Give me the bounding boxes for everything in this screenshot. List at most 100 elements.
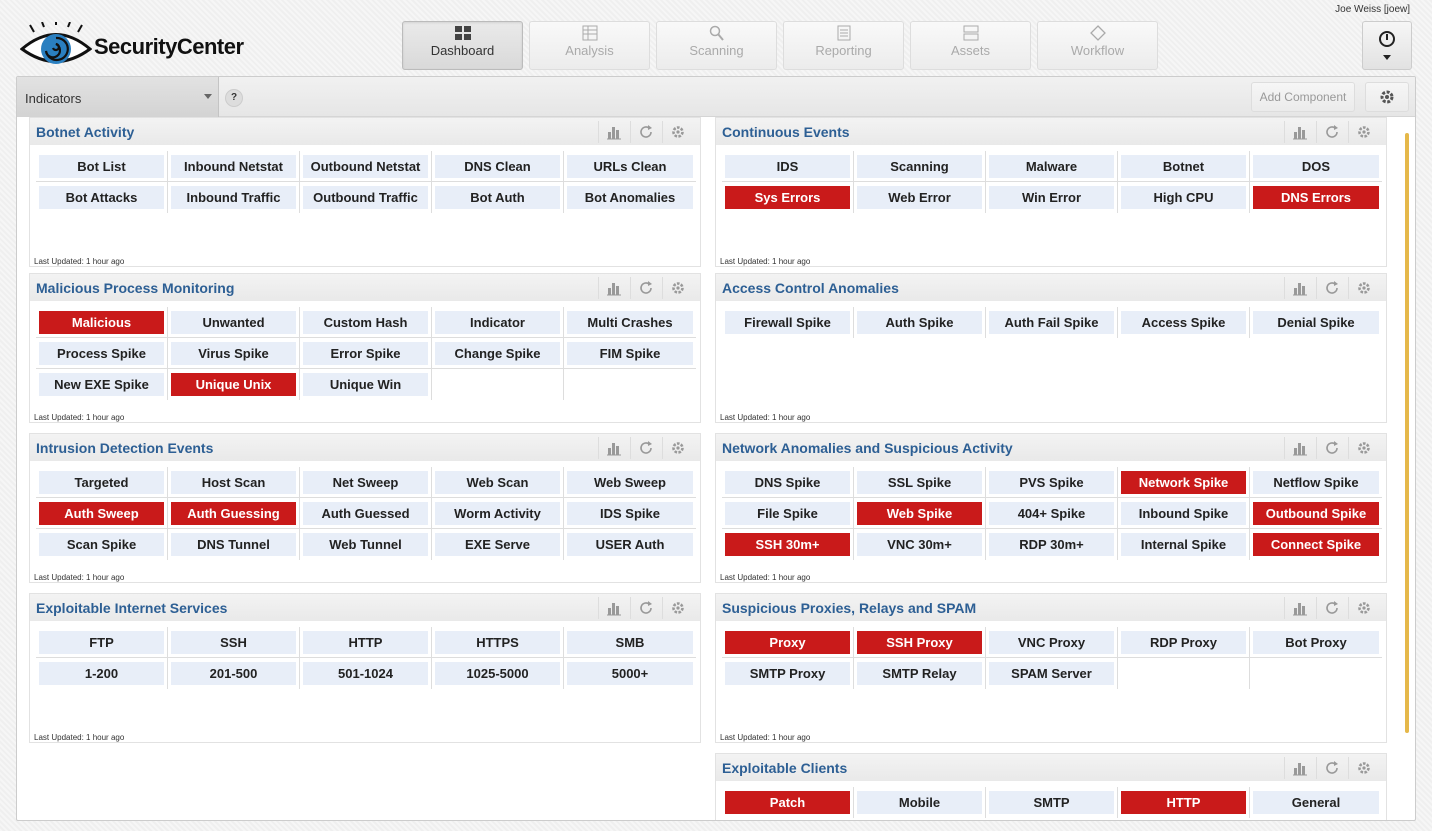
- indicator-access-spike[interactable]: Access Spike: [1121, 311, 1246, 334]
- indicator-404-spike[interactable]: 404+ Spike: [989, 502, 1114, 525]
- scrollbar[interactable]: [1405, 133, 1409, 733]
- bar-chart-button[interactable]: [1284, 277, 1314, 299]
- indicator-bot-proxy[interactable]: Bot Proxy: [1253, 631, 1379, 654]
- bar-chart-button[interactable]: [598, 597, 628, 619]
- indicator-smtp-relay[interactable]: SMTP Relay: [857, 662, 982, 685]
- indicator-spam-server[interactable]: SPAM Server: [989, 662, 1114, 685]
- indicator-urls-clean[interactable]: URLs Clean: [567, 155, 693, 178]
- indicator-smb[interactable]: SMB: [567, 631, 693, 654]
- indicator-unique-win[interactable]: Unique Win: [303, 373, 428, 396]
- power-menu-button[interactable]: [1362, 21, 1412, 70]
- indicator-error-spike[interactable]: Error Spike: [303, 342, 428, 365]
- indicator-netflow-spike[interactable]: Netflow Spike: [1253, 471, 1379, 494]
- indicator-web-spike[interactable]: Web Spike: [857, 502, 982, 525]
- indicator-botnet[interactable]: Botnet: [1121, 155, 1246, 178]
- indicator-scan-spike[interactable]: Scan Spike: [39, 533, 164, 556]
- indicator-file-spike[interactable]: File Spike: [725, 502, 850, 525]
- indicator-web-scan[interactable]: Web Scan: [435, 471, 560, 494]
- indicator-outbound-netstat[interactable]: Outbound Netstat: [303, 155, 428, 178]
- indicator-malicious[interactable]: Malicious: [39, 311, 164, 334]
- indicator-net-sweep[interactable]: Net Sweep: [303, 471, 428, 494]
- indicator-scanning[interactable]: Scanning: [857, 155, 982, 178]
- refresh-button[interactable]: [630, 121, 660, 143]
- indicator-ssh[interactable]: SSH: [171, 631, 296, 654]
- indicator-fim-spike[interactable]: FIM Spike: [567, 342, 693, 365]
- indicator-ssh-30m-[interactable]: SSH 30m+: [725, 533, 850, 556]
- indicator-dos[interactable]: DOS: [1253, 155, 1379, 178]
- gear-button[interactable]: [662, 437, 692, 459]
- indicator-dns-spike[interactable]: DNS Spike: [725, 471, 850, 494]
- indicator-ids-spike[interactable]: IDS Spike: [567, 502, 693, 525]
- indicator-pvs-spike[interactable]: PVS Spike: [989, 471, 1114, 494]
- indicator-bot-auth[interactable]: Bot Auth: [435, 186, 560, 209]
- refresh-button[interactable]: [630, 277, 660, 299]
- refresh-button[interactable]: [1316, 277, 1346, 299]
- bar-chart-button[interactable]: [598, 121, 628, 143]
- indicator-multi-crashes[interactable]: Multi Crashes: [567, 311, 693, 334]
- indicator-rdp-proxy[interactable]: RDP Proxy: [1121, 631, 1246, 654]
- indicator-unwanted[interactable]: Unwanted: [171, 311, 296, 334]
- gear-button[interactable]: [662, 121, 692, 143]
- indicator-smtp[interactable]: SMTP: [989, 791, 1114, 814]
- indicator-ids[interactable]: IDS: [725, 155, 850, 178]
- indicator-ftp[interactable]: FTP: [39, 631, 164, 654]
- indicator-ssh-proxy[interactable]: SSH Proxy: [857, 631, 982, 654]
- indicator-201-500[interactable]: 201-500: [171, 662, 296, 685]
- refresh-button[interactable]: [630, 437, 660, 459]
- indicator-virus-spike[interactable]: Virus Spike: [171, 342, 296, 365]
- nav-analysis-button[interactable]: Analysis: [529, 21, 650, 70]
- refresh-button[interactable]: [1316, 121, 1346, 143]
- indicator-indicator[interactable]: Indicator: [435, 311, 560, 334]
- bar-chart-button[interactable]: [1284, 437, 1314, 459]
- indicator-dns-errors[interactable]: DNS Errors: [1253, 186, 1379, 209]
- indicator-dns-clean[interactable]: DNS Clean: [435, 155, 560, 178]
- indicator-inbound-traffic[interactable]: Inbound Traffic: [171, 186, 296, 209]
- indicator-connect-spike[interactable]: Connect Spike: [1253, 533, 1379, 556]
- refresh-button[interactable]: [1316, 437, 1346, 459]
- indicator-process-spike[interactable]: Process Spike: [39, 342, 164, 365]
- indicator-1025-5000[interactable]: 1025-5000: [435, 662, 560, 685]
- nav-dashboard-button[interactable]: Dashboard: [402, 21, 523, 70]
- indicator-custom-hash[interactable]: Custom Hash: [303, 311, 428, 334]
- indicator-exe-serve[interactable]: EXE Serve: [435, 533, 560, 556]
- indicator-firewall-spike[interactable]: Firewall Spike: [725, 311, 850, 334]
- indicator-user-auth[interactable]: USER Auth: [567, 533, 693, 556]
- indicator-auth-sweep[interactable]: Auth Sweep: [39, 502, 164, 525]
- add-component-button[interactable]: Add Component: [1251, 82, 1355, 112]
- gear-button[interactable]: [662, 597, 692, 619]
- indicator-worm-activity[interactable]: Worm Activity: [435, 502, 560, 525]
- indicator-proxy[interactable]: Proxy: [725, 631, 850, 654]
- indicator-targeted[interactable]: Targeted: [39, 471, 164, 494]
- indicator-mobile[interactable]: Mobile: [857, 791, 982, 814]
- bar-chart-button[interactable]: [1284, 757, 1314, 779]
- indicator-501-1024[interactable]: 501-1024: [303, 662, 428, 685]
- indicator-change-spike[interactable]: Change Spike: [435, 342, 560, 365]
- bar-chart-button[interactable]: [598, 277, 628, 299]
- refresh-button[interactable]: [630, 597, 660, 619]
- nav-reporting-button[interactable]: Reporting: [783, 21, 904, 70]
- indicator-network-spike[interactable]: Network Spike: [1121, 471, 1246, 494]
- indicator-internal-spike[interactable]: Internal Spike: [1121, 533, 1246, 556]
- indicator-host-scan[interactable]: Host Scan: [171, 471, 296, 494]
- indicator-https[interactable]: HTTPS: [435, 631, 560, 654]
- indicator-patch[interactable]: Patch: [725, 791, 850, 814]
- indicator-win-error[interactable]: Win Error: [989, 186, 1114, 209]
- indicator-dns-tunnel[interactable]: DNS Tunnel: [171, 533, 296, 556]
- refresh-button[interactable]: [1316, 597, 1346, 619]
- indicator-vnc-30m-[interactable]: VNC 30m+: [857, 533, 982, 556]
- indicator-unique-unix[interactable]: Unique Unix: [171, 373, 296, 396]
- indicator-sys-errors[interactable]: Sys Errors: [725, 186, 850, 209]
- indicator-new-exe-spike[interactable]: New EXE Spike: [39, 373, 164, 396]
- indicator-ssl-spike[interactable]: SSL Spike: [857, 471, 982, 494]
- refresh-button[interactable]: [1316, 757, 1346, 779]
- indicator-web-sweep[interactable]: Web Sweep: [567, 471, 693, 494]
- gear-button[interactable]: [662, 277, 692, 299]
- indicator-bot-anomalies[interactable]: Bot Anomalies: [567, 186, 693, 209]
- indicator-bot-list[interactable]: Bot List: [39, 155, 164, 178]
- indicator-denial-spike[interactable]: Denial Spike: [1253, 311, 1379, 334]
- indicator-outbound-spike[interactable]: Outbound Spike: [1253, 502, 1379, 525]
- gear-button[interactable]: [1348, 277, 1378, 299]
- gear-button[interactable]: [1348, 121, 1378, 143]
- gear-button[interactable]: [1348, 597, 1378, 619]
- indicator-rdp-30m-[interactable]: RDP 30m+: [989, 533, 1114, 556]
